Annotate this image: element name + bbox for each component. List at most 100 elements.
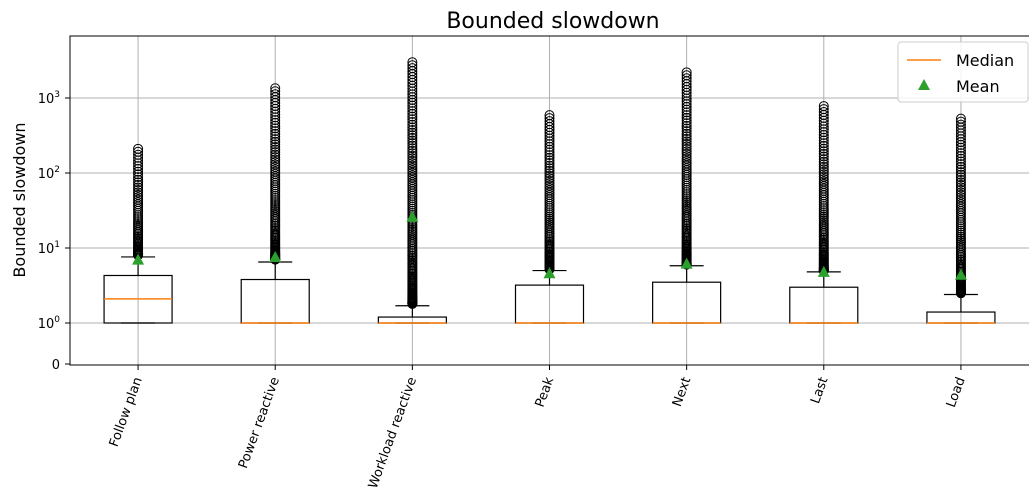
outlier-point [270, 159, 281, 170]
outlier-point [681, 112, 692, 123]
outlier-point [270, 86, 281, 97]
x-tick-label: Last [808, 375, 831, 406]
outlier-point [681, 153, 692, 164]
outlier-point [955, 182, 966, 193]
outlier-point [818, 181, 829, 192]
legend-frame [897, 41, 1029, 103]
outlier-point [544, 147, 555, 158]
box-peak [514, 110, 585, 324]
outlier-point [955, 187, 966, 198]
outlier-point [681, 123, 692, 134]
outlier-point [818, 164, 829, 175]
x-tick-label: Power reactive [236, 375, 283, 470]
outlier-point [955, 145, 966, 156]
box-load [926, 113, 996, 324]
legend: Median Mean [897, 41, 1029, 103]
outlier-point [133, 172, 144, 183]
outlier-point [818, 154, 829, 165]
y-tick-label: 102 [38, 165, 60, 182]
outlier-point [133, 187, 144, 198]
outlier-point [544, 175, 555, 186]
outlier-point [270, 117, 281, 128]
outlier-point [407, 106, 418, 117]
outlier-point [681, 148, 692, 159]
outlier-point [133, 196, 144, 207]
outlier-point [818, 171, 829, 182]
outlier-point [407, 111, 418, 122]
outlier-point [818, 146, 829, 157]
outlier-point [133, 163, 144, 174]
outlier-point [407, 138, 418, 149]
outlier-point [270, 131, 281, 142]
outlier-point [407, 103, 418, 114]
outlier-point [681, 67, 692, 78]
outlier-point [270, 120, 281, 131]
outlier-point [407, 172, 418, 183]
outlier-point [133, 146, 144, 157]
outlier-point [818, 143, 829, 154]
outlier-point [133, 189, 144, 200]
y-axis-label: Bounded slowdown [10, 122, 29, 277]
outlier-point [407, 57, 418, 68]
outlier-point [818, 104, 829, 115]
outlier-point [544, 155, 555, 166]
outlier-point [270, 154, 281, 165]
grid-lines [70, 36, 1029, 365]
y-tick-label: 0 [52, 358, 60, 373]
outlier-point [407, 143, 418, 154]
outlier-point [270, 123, 281, 134]
outlier-point [407, 130, 418, 141]
outlier-point [955, 164, 966, 175]
outlier-point [270, 144, 281, 155]
outlier-point [955, 151, 966, 162]
outlier-point [818, 138, 829, 149]
mean-marker [817, 265, 830, 277]
outlier-point [818, 161, 829, 172]
outlier-point [681, 118, 692, 129]
outlier-point [955, 199, 966, 210]
outlier-point [544, 163, 555, 174]
outlier-point [818, 132, 829, 143]
outlier-point [544, 110, 555, 121]
outlier-point [818, 107, 829, 118]
outlier-point [270, 115, 281, 126]
outlier-point [955, 174, 966, 185]
outlier-point [955, 153, 966, 164]
outlier-point [407, 155, 418, 166]
outlier-point [270, 89, 281, 100]
outlier-point [407, 100, 418, 111]
y-tick-label: 100 [38, 315, 61, 332]
mean-marker [406, 210, 419, 222]
outlier-point [544, 173, 555, 184]
outlier-point [407, 148, 418, 159]
outlier-point [270, 139, 281, 150]
legend-median-label: Median [956, 51, 1014, 70]
outlier-point [407, 60, 418, 71]
outlier-point [955, 194, 966, 205]
outlier-point [681, 143, 692, 154]
outlier-point [681, 70, 692, 81]
outlier-point [681, 110, 692, 121]
outlier-point [544, 141, 555, 152]
outlier-point [955, 169, 966, 180]
outlier-point [818, 178, 829, 189]
outlier-point [955, 148, 966, 159]
outlier-point [681, 126, 692, 137]
outlier-point [407, 160, 418, 171]
x-tick-label: Peak [533, 375, 558, 410]
outlier-point [818, 156, 829, 167]
outlier-point [407, 145, 418, 156]
outlier-point [818, 169, 829, 180]
outlier-point [955, 184, 966, 195]
outlier-point [270, 157, 281, 168]
outlier-point [681, 128, 692, 139]
outlier-point [955, 189, 966, 200]
box-power-reactive [240, 83, 310, 324]
outlier-point [270, 164, 281, 175]
outlier-point [133, 194, 144, 205]
outlier-point [407, 163, 418, 174]
outlier-point [270, 149, 281, 160]
outlier-point [818, 166, 829, 177]
outlier-point [270, 136, 281, 147]
outlier-point [407, 132, 418, 143]
